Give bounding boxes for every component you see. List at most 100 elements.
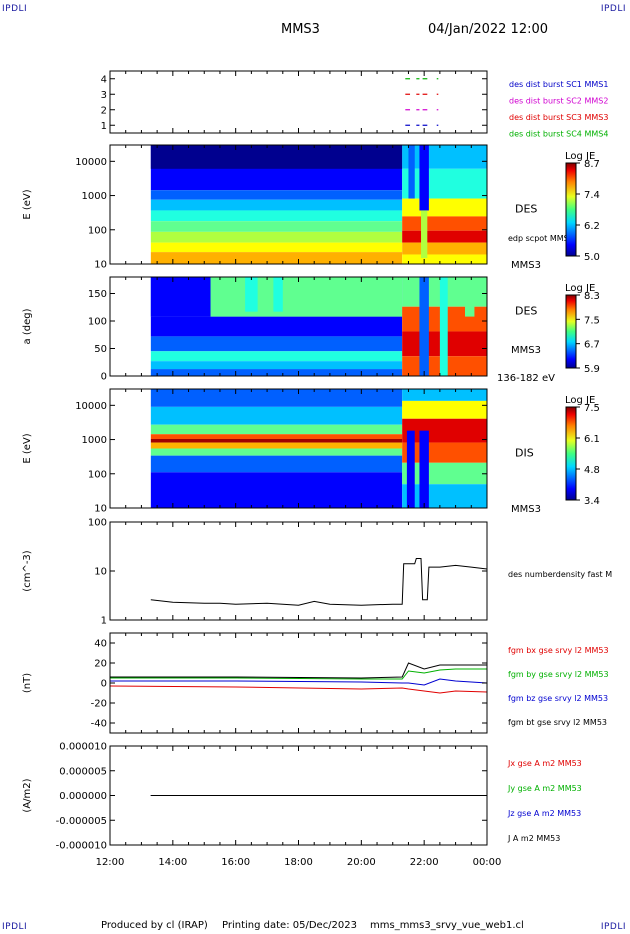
colorbar-title: Log JE xyxy=(565,151,595,162)
legend-entry: des dist burst SC2 MMS2 xyxy=(509,97,608,106)
spectrogram-cell xyxy=(150,406,403,425)
spectrogram-cell xyxy=(402,389,487,401)
y-axis-label: a (deg) xyxy=(22,308,33,344)
footer-printing-date: Printing date: 05/Dec/2023 xyxy=(222,920,358,931)
y-tick-label: 1000 xyxy=(82,191,107,202)
y-tick-label: 4 xyxy=(101,74,107,85)
series-legend: fgm bz gse srvy l2 MM53 xyxy=(508,694,608,703)
colorbar-tick-label: 6.1 xyxy=(584,434,600,445)
spectrogram-cell xyxy=(402,145,487,169)
colorbar-tick-label: 5.9 xyxy=(584,364,600,375)
spectrogram-cell xyxy=(150,361,403,370)
spectrogram-cell xyxy=(150,199,403,211)
y-tick-label: 0.000005 xyxy=(59,766,107,777)
series-legend: Jy gse A m2 MM53 xyxy=(507,784,582,793)
spectrogram-cell xyxy=(273,277,283,312)
y-axis-label: E (eV) xyxy=(22,189,33,219)
y-tick-label: 10 xyxy=(94,504,107,515)
spectrogram-cell xyxy=(150,252,403,264)
panel-frame xyxy=(109,70,488,134)
spectrogram-cell xyxy=(419,430,429,508)
spectrogram-cell xyxy=(402,484,487,508)
colorbar-tick-label: 6.2 xyxy=(584,221,600,232)
spectrogram-cell xyxy=(150,336,403,352)
corner-label-bottom-right: IPDLI xyxy=(600,922,626,932)
spectrogram-cell xyxy=(150,448,403,456)
y-tick-label: 100 xyxy=(88,518,107,529)
series-line xyxy=(109,685,488,694)
spectrogram-cell xyxy=(419,277,429,376)
spectrogram-cell xyxy=(150,369,403,376)
legend-entry: des dist burst SC3 MMS3 xyxy=(509,113,608,122)
spectrogram-cell xyxy=(408,145,415,199)
y-axis-label: (nT) xyxy=(22,673,33,693)
spectrogram-cell xyxy=(150,190,403,200)
colorbar-title: Log JE xyxy=(565,395,595,406)
species-label: DES xyxy=(515,305,537,318)
y-tick-label: 2 xyxy=(101,105,107,116)
spectrogram-cell xyxy=(150,316,403,337)
y-tick-label: 10000 xyxy=(75,401,107,412)
time-axis-label: 12:00 xyxy=(96,857,125,868)
spectrogram-cell xyxy=(402,216,487,231)
series-line xyxy=(110,662,487,679)
series-line xyxy=(150,558,488,606)
series-legend: des numberdensity fast M xyxy=(508,570,612,579)
corner-label-top-right: IPDLI xyxy=(600,4,626,14)
series-legend: Jx gse A m2 MM53 xyxy=(507,759,582,768)
colorbar-tick-label: 4.8 xyxy=(584,465,600,476)
spectrogram-cell xyxy=(150,438,403,443)
y-tick-label: -0.000010 xyxy=(56,841,107,852)
header-datetime: 04/Jan/2022 12:00 xyxy=(428,22,549,37)
y-tick-label: 10 xyxy=(94,260,107,271)
y-axis-label: E (eV) xyxy=(22,433,33,463)
spectrogram-cell xyxy=(150,277,211,317)
header-mission: MMS3 xyxy=(281,22,320,37)
spectrogram-cell xyxy=(150,424,403,435)
spectrogram-cell xyxy=(465,277,475,317)
spectrogram-cell xyxy=(150,242,403,253)
spectrogram-cell xyxy=(402,254,487,264)
colorbar-tick-label: 6.7 xyxy=(584,340,600,351)
y-axis-label: (cm^-3) xyxy=(22,550,33,591)
colorbar-title: Log JE xyxy=(565,283,595,294)
spectrogram-cell xyxy=(402,168,487,199)
legend-entry: des dist burst SC1 MMS1 xyxy=(509,80,608,89)
time-axis-label: 20:00 xyxy=(347,857,376,868)
colorbar-tick-label: 5.0 xyxy=(584,252,600,263)
spectrogram-cell xyxy=(402,230,487,243)
spectrogram-cell xyxy=(402,400,487,419)
y-tick-label: 10000 xyxy=(75,157,107,168)
footer-filename: mms_mms3_srvy_vue_web1.cl xyxy=(370,920,524,931)
spectrogram-cell xyxy=(150,472,403,508)
spacecraft-label: MMS3 xyxy=(511,260,541,271)
y-tick-label: -0.000005 xyxy=(56,816,107,827)
colorbar-tick-label: 3.4 xyxy=(584,496,600,507)
y-tick-label: 0 xyxy=(101,679,107,690)
y-tick-label: 40 xyxy=(94,639,107,650)
y-tick-label: -40 xyxy=(91,719,107,730)
time-axis-label: 22:00 xyxy=(410,857,439,868)
spectrogram-cell xyxy=(421,210,428,259)
spacecraft-label: MMS3 xyxy=(511,504,541,515)
y-tick-label: 150 xyxy=(88,289,107,300)
spacecraft-label: MMS3 xyxy=(511,345,541,356)
colorbar-tick-label: 8.3 xyxy=(584,291,600,302)
colorbar-tick-label: 7.5 xyxy=(584,315,600,326)
spectrogram-cell xyxy=(150,455,403,473)
y-tick-label: 1 xyxy=(101,616,107,627)
colorbar xyxy=(565,406,577,501)
series-legend: fgm by gse srvy l2 MM53 xyxy=(508,670,609,679)
y-tick-label: 20 xyxy=(94,659,107,670)
time-axis-label: 18:00 xyxy=(284,857,313,868)
series-line xyxy=(110,678,488,686)
spectrogram-cell xyxy=(150,442,403,449)
series-legend: Jz gse A m2 MM53 xyxy=(507,809,581,818)
y-axis-label: (A/m2) xyxy=(22,778,33,812)
y-tick-label: 10 xyxy=(94,567,107,578)
y-tick-label: 100 xyxy=(88,225,107,236)
spectrogram-cell xyxy=(150,231,403,243)
spectrogram-cell xyxy=(419,145,429,211)
time-axis-label: 16:00 xyxy=(221,857,250,868)
